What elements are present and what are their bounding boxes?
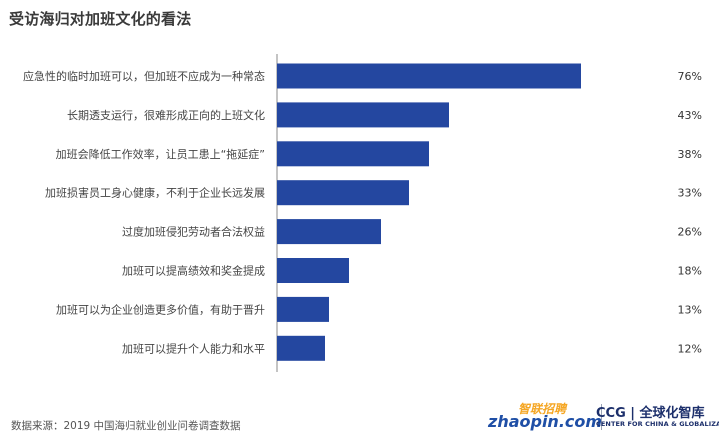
category-label: 长期透支运行，很难形成正向的上班文化: [67, 108, 265, 122]
bars-layer: 应急性的临时加班可以，但加班不应成为一种常态 76% 长期透支运行，很难形成正向的上…: [23, 63, 702, 361]
bar: [277, 141, 429, 167]
value-label: 12%: [678, 342, 702, 355]
zhaopin-logo-cn: 智联招聘: [518, 402, 567, 416]
category-label: 应急性的临时加班可以，但加班不应成为一种常态: [23, 69, 265, 83]
value-label: 43%: [678, 109, 702, 122]
bar: [277, 102, 449, 128]
bar: [277, 335, 325, 361]
category-label: 加班可以提高绩效和奖金提成: [122, 264, 265, 278]
bar: [277, 258, 349, 283]
chart-title: 受访海归对加班文化的看法: [9, 10, 192, 28]
category-label: 加班可以提升个人能力和水平: [122, 341, 265, 355]
bar: [277, 296, 329, 322]
bar: [277, 63, 581, 89]
value-label: 38%: [678, 148, 702, 161]
value-label: 18%: [678, 265, 702, 278]
bar: [277, 219, 381, 245]
ccg-logo-main: CCG | 全球化智库: [596, 406, 705, 421]
zhaopin-logo-en: zhaopin.com: [488, 412, 603, 431]
value-label: 76%: [678, 70, 702, 83]
data-source-note: 数据来源：2019 中国海归就业创业问卷调查数据: [11, 420, 241, 432]
category-label: 加班可以为企业创造更多价值，有助于晋升: [56, 302, 265, 316]
zhaopin-logo: 智联招聘 zhaopin.com: [488, 400, 602, 432]
category-label: 过度加班侵犯劳动者合法权益: [122, 225, 265, 239]
ccg-logo-sub: CENTER FOR CHINA & GLOBALIZATION: [596, 420, 719, 428]
value-label: 26%: [678, 226, 702, 239]
ccg-logo: CCG | 全球化智库 CENTER FOR CHINA & GLOBALIZA…: [596, 402, 719, 434]
value-label: 13%: [678, 303, 702, 316]
category-label: 加班损害员工身心健康，不利于企业长远发展: [45, 186, 265, 200]
category-label: 加班会降低工作效率，让员工患上“拖延症”: [56, 147, 265, 161]
value-label: 33%: [678, 187, 702, 200]
logo-divider: [601, 404, 602, 430]
bar: [277, 180, 409, 206]
